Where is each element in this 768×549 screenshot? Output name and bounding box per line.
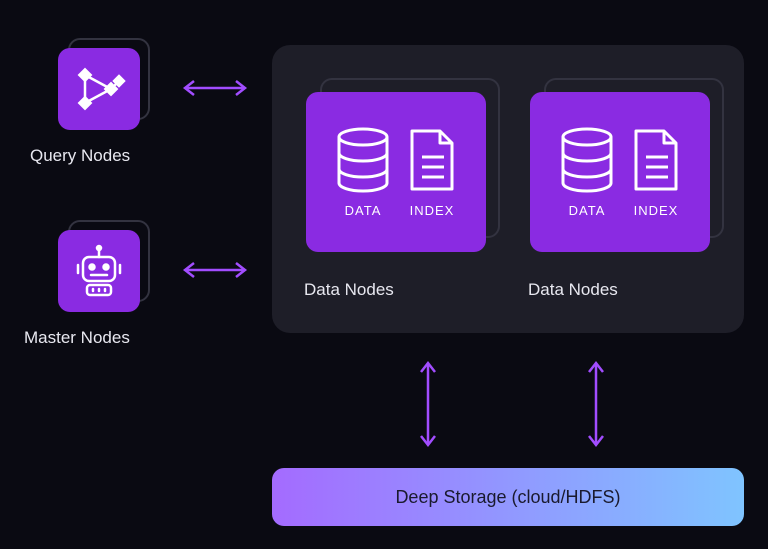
- robot-icon: [71, 243, 127, 299]
- index-sublabel: INDEX: [634, 203, 679, 218]
- graph-icon: [71, 61, 127, 117]
- data-nodes-1-label: Data Nodes: [304, 280, 394, 300]
- data-sublabel: DATA: [569, 203, 606, 218]
- document-icon: [630, 127, 682, 193]
- document-icon: [406, 127, 458, 193]
- deep-storage-bar: Deep Storage (cloud/HDFS): [272, 468, 744, 526]
- index-sublabel: INDEX: [410, 203, 455, 218]
- arrow-data2-to-storage: [587, 358, 605, 450]
- data-sublabel: DATA: [345, 203, 382, 218]
- arrow-query-to-cluster: [180, 79, 250, 97]
- arrow-data1-to-storage: [419, 358, 437, 450]
- query-nodes-label: Query Nodes: [30, 146, 130, 166]
- diagram-canvas: Query Nodes Master Nodes: [0, 0, 768, 549]
- database-icon: [558, 127, 616, 193]
- deep-storage-label: Deep Storage (cloud/HDFS): [395, 487, 620, 508]
- master-nodes-label: Master Nodes: [24, 328, 130, 348]
- database-icon: [334, 127, 392, 193]
- arrow-master-to-cluster: [180, 261, 250, 279]
- data-nodes-2-label: Data Nodes: [528, 280, 618, 300]
